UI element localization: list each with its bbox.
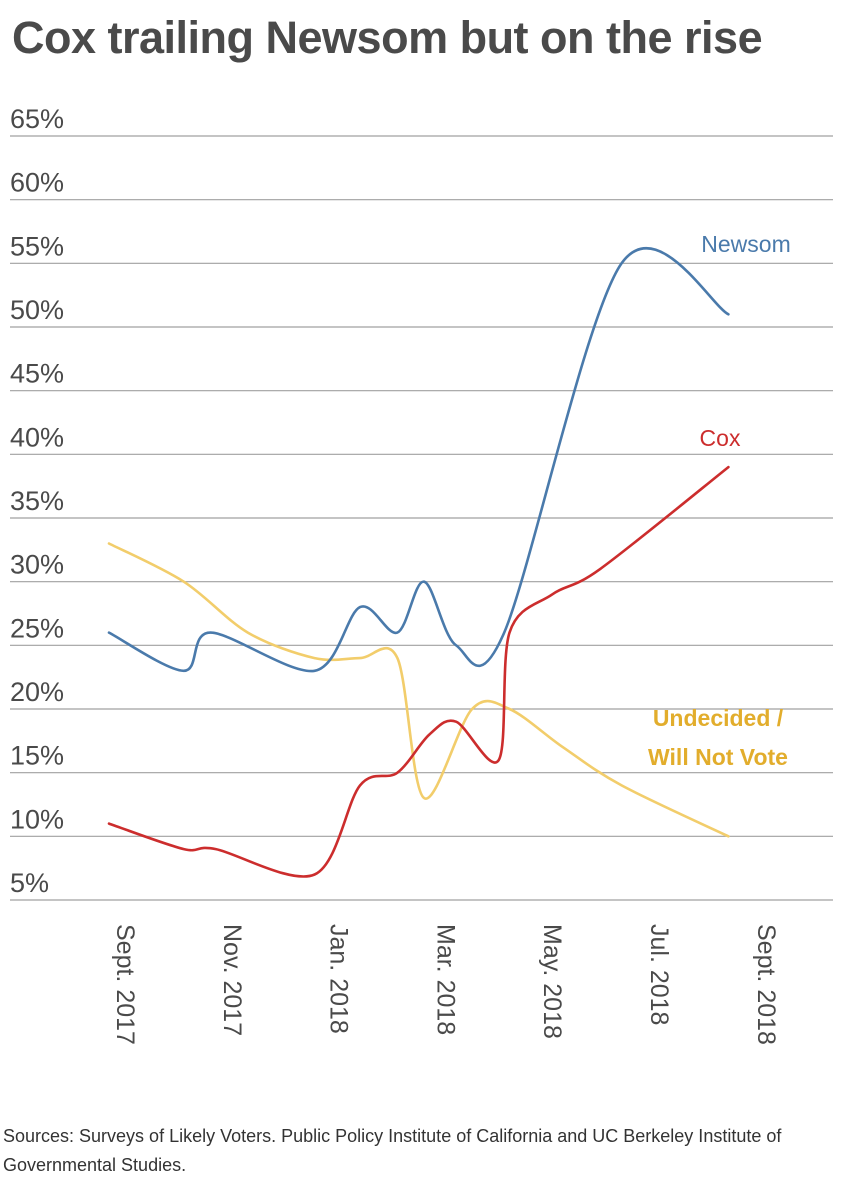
y-tick-label: 40% (10, 422, 64, 452)
x-tick-label: Sept. 2018 (752, 924, 780, 1045)
y-tick-label: 50% (10, 295, 64, 325)
series-label-cox: Cox (700, 425, 741, 451)
series-label-undecided-line-1: Undecided / (653, 705, 784, 731)
y-tick-label: 20% (10, 677, 64, 707)
x-tick-label: Mar. 2018 (431, 924, 459, 1035)
series-labels: Newsom Cox Undecided / Will Not Vote (648, 231, 791, 770)
series-label-undecided-line-2: Will Not Vote (648, 744, 788, 770)
series-line-newsom (107, 246, 730, 673)
y-tick-label: 35% (10, 486, 64, 516)
chart-title: Cox trailing Newsom but on the rise (12, 12, 763, 63)
y-tick-label: 55% (10, 231, 64, 261)
y-tick-label: 45% (10, 359, 64, 389)
y-axis-ticks: 5% 10% 15% 20% 25% 30% 35% 40% 45% 50% 55% 60% 65% (10, 104, 64, 898)
gridlines (10, 135, 833, 901)
y-tick-label: 65% (10, 104, 64, 134)
y-tick-label: 30% (10, 550, 64, 580)
source-note: Sources: Surveys of Likely Voters. Publi… (3, 1126, 782, 1175)
x-tick-label: Sept. 2017 (111, 924, 139, 1045)
series-label-newsom: Newsom (701, 231, 790, 257)
series-line-undecided (107, 542, 730, 838)
x-tick-label: Nov. 2017 (218, 924, 246, 1036)
series-line-cox (107, 465, 730, 878)
x-tick-label: Jul. 2018 (645, 924, 673, 1025)
series-lines (107, 246, 730, 878)
y-tick-label: 25% (10, 613, 64, 643)
y-tick-label: 10% (10, 804, 64, 834)
y-tick-label: 15% (10, 741, 64, 771)
y-tick-label: 5% (10, 868, 49, 898)
x-tick-label: Jan. 2018 (325, 924, 353, 1034)
x-axis-ticks: Sept. 2017 Nov. 2017 Jan. 2018 Mar. 2018 May… (111, 924, 780, 1045)
y-tick-label: 60% (10, 168, 64, 198)
x-tick-label: May. 2018 (538, 924, 566, 1039)
